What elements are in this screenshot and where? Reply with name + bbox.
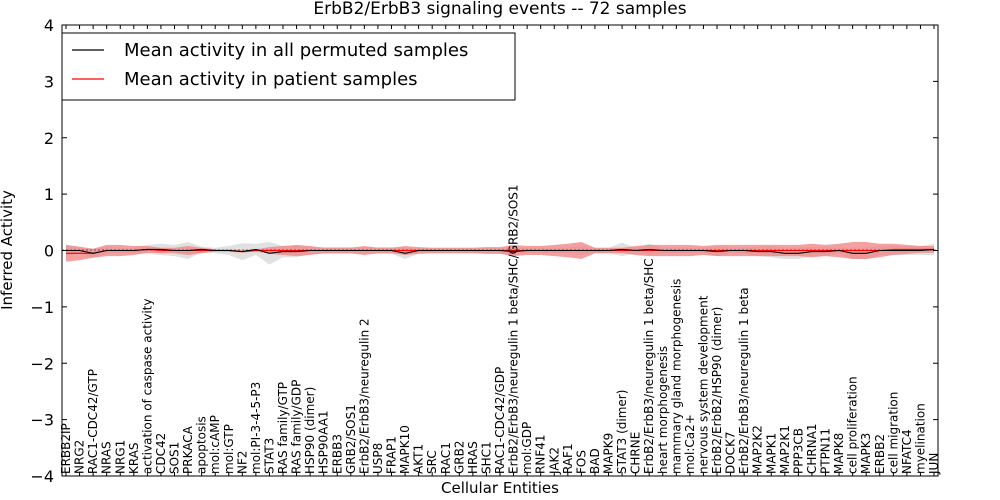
x-tick-label: MAPK3 [859, 433, 873, 474]
x-tick-label: heart morphogenesis [656, 346, 670, 474]
x-tick-label: HSP90AA1 [317, 410, 331, 474]
x-tick-label: FOS [574, 450, 588, 474]
y-axis-label: Inferred Activity [0, 190, 16, 310]
x-tick-label: mammary gland morphogenesis [669, 279, 683, 474]
x-tick-label: RNF41 [534, 435, 548, 475]
x-tick-label: CHRNE [629, 432, 643, 474]
x-tick-label: SRC [425, 450, 439, 474]
x-tick-label: HRAS [466, 441, 480, 474]
x-tick-label: NRG1 [113, 440, 127, 474]
x-tick-label: RAC1-CDC42/GDP [493, 367, 507, 474]
legend: Mean activity in all permuted samples Me… [61, 32, 516, 101]
x-tick-label: ErbB2/ErbB3/neuregulin 1 beta/SHC/GRB2/S… [507, 184, 521, 474]
legend-label-permuted: Mean activity in all permuted samples [124, 40, 468, 61]
x-tick-label: MAPK1 [764, 433, 778, 474]
x-tick-label: FRAP1 [385, 436, 399, 474]
x-tick-label: ErbB2/ErbB3/neuregulin 1 beta [737, 287, 751, 474]
x-tick-label: PRKACA [181, 425, 195, 474]
x-tick-label: JUN [927, 453, 941, 475]
x-tick-label: STAT3 (dimer) [615, 390, 629, 474]
x-tick-label: NF2 [235, 450, 249, 474]
x-tick-label: JAK2 [547, 447, 561, 475]
y-tick-label: −1 [30, 298, 54, 317]
x-tick-label: MAP2K2 [751, 425, 765, 474]
x-tick-label: ErbB2/ErbB3/neuregulin 1 beta/SHC [642, 258, 656, 474]
y-tick-label: 3 [44, 72, 54, 91]
y-tick-label: 2 [44, 129, 54, 148]
x-tick-label: myelination [913, 403, 927, 474]
y-tick-label: 4 [44, 16, 54, 35]
y-tick-label: 1 [44, 185, 54, 204]
x-tick-label: mol:GDP [520, 422, 534, 474]
x-axis-label: Cellular Entities [441, 479, 559, 497]
x-tick-label: PTPN11 [819, 428, 833, 474]
x-tick-label: HSP90 (dimer) [303, 387, 317, 474]
x-tick-label: RAC1 [439, 442, 453, 474]
legend-box [61, 32, 516, 101]
legend-label-patient: Mean activity in patient samples [124, 69, 418, 90]
x-tick-label: GRB2/SOS1 [344, 404, 358, 474]
x-tick-label: SHC1 [479, 441, 493, 474]
x-tick-label: MAP2K1 [778, 425, 792, 474]
x-tick-label: cell migration [886, 392, 900, 474]
x-tick-label: CHRNA1 [805, 423, 819, 474]
x-tick-label: RAS family/GTP [276, 382, 290, 474]
x-tick-label: BAD [588, 448, 602, 474]
x-tick-label: USP8 [371, 443, 385, 474]
x-tick-label: RAF1 [561, 443, 575, 474]
x-tick-label: activation of caspase activity [140, 299, 154, 474]
x-tick-label: nervous system development [696, 295, 710, 474]
x-tick-label: apoptosis [195, 416, 209, 474]
x-tick-label: DOCK7 [724, 431, 738, 474]
x-tick-label: RAC1-CDC42/GTP [86, 369, 100, 474]
y-tick-label: −3 [30, 411, 54, 430]
x-tick-label: PPP3CB [791, 428, 805, 474]
series-band-patient [66, 242, 934, 262]
confidence-bands [66, 242, 934, 265]
x-axis: ERBB2IP NRG2 RAC1-CDC42/GTP NRAS NRG1 KRAS act… [59, 25, 941, 476]
x-tick-label: mol:PI-3-4-5-P3 [249, 382, 263, 474]
x-tick-label: MAPK10 [398, 425, 412, 474]
chart-title: ErbB2/ErbB3 signaling events -- 72 sampl… [313, 0, 686, 19]
x-tick-label: mol:Ca2+ [683, 414, 697, 474]
x-tick-label: CDC42 [154, 433, 168, 474]
x-tick-label: ERBB2IP [59, 423, 73, 474]
x-tick-label: NRG2 [73, 440, 87, 474]
x-tick-label: ErbB2/ErbB3/neuregulin 2 [357, 318, 371, 474]
x-tick-label: ErbB2/ErbB2/HSP90 (dimer) [710, 307, 724, 474]
x-tick-label: cell proliferation [846, 376, 860, 474]
x-tick-label: MAPK9 [602, 433, 616, 474]
x-tick-label: AKT1 [412, 444, 426, 474]
x-tick-label: RAS family/GDP [290, 380, 304, 474]
x-tick-label: ERBB3 [330, 434, 344, 474]
y-tick-label: −2 [30, 354, 54, 373]
y-axis: −4 −3 −2 −1 0 1 2 3 4 [30, 16, 938, 486]
x-tick-label: mol:cAMP [208, 415, 222, 474]
x-tick-label: NFATC4 [900, 429, 914, 474]
x-tick-label: mol:GTP [222, 424, 236, 474]
series-lines [66, 248, 935, 254]
y-tick-label: −4 [30, 467, 54, 486]
x-tick-label: GRB2 [452, 440, 466, 474]
y-tick-label: 0 [44, 242, 54, 261]
x-tick-label: MAPK8 [832, 433, 846, 474]
x-tick-label: NRAS [100, 441, 114, 474]
x-tick-label: KRAS [127, 442, 141, 474]
x-tick-label: STAT3 [262, 438, 276, 474]
series-line-permuted [66, 248, 935, 254]
x-tick-label: ERBB2 [873, 434, 887, 474]
x-tick-label: SOS1 [168, 442, 182, 474]
